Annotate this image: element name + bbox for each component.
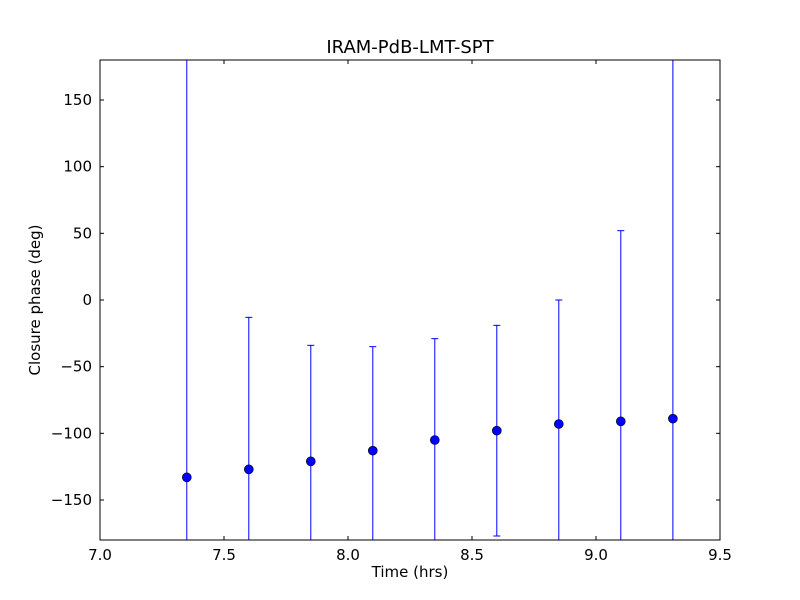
data-point [429,435,440,445]
data-point [305,456,316,467]
y-tick-label: −150 [51,491,92,509]
chart-title: IRAM-PdB-LMT-SPT [326,37,494,58]
y-tick-label: 50 [73,224,92,242]
data-point [244,464,254,475]
x-axis-label: Time (hrs) [371,563,449,581]
data-point [615,416,626,427]
x-tick-label: 8.5 [460,546,484,564]
y-tick-label: −100 [51,424,92,442]
x-tick-label: 8.0 [336,546,360,564]
plot-frame [99,59,721,541]
data-point [491,425,502,436]
data-point [553,419,564,429]
y-axis-label: Closure phase (deg) [26,225,44,376]
y-tick-label: 100 [63,158,92,176]
data-point [182,472,192,483]
x-tick-label: 9.5 [708,546,732,564]
data-point [668,413,678,424]
y-tick-label: 0 [82,291,92,309]
data-point [367,445,378,456]
x-tick-label: 9.0 [584,546,608,564]
y-tick-label: −50 [60,358,92,376]
x-tick-label: 7.0 [88,546,112,564]
x-tick-label: 7.5 [212,546,236,564]
y-tick-label: 150 [63,91,92,109]
